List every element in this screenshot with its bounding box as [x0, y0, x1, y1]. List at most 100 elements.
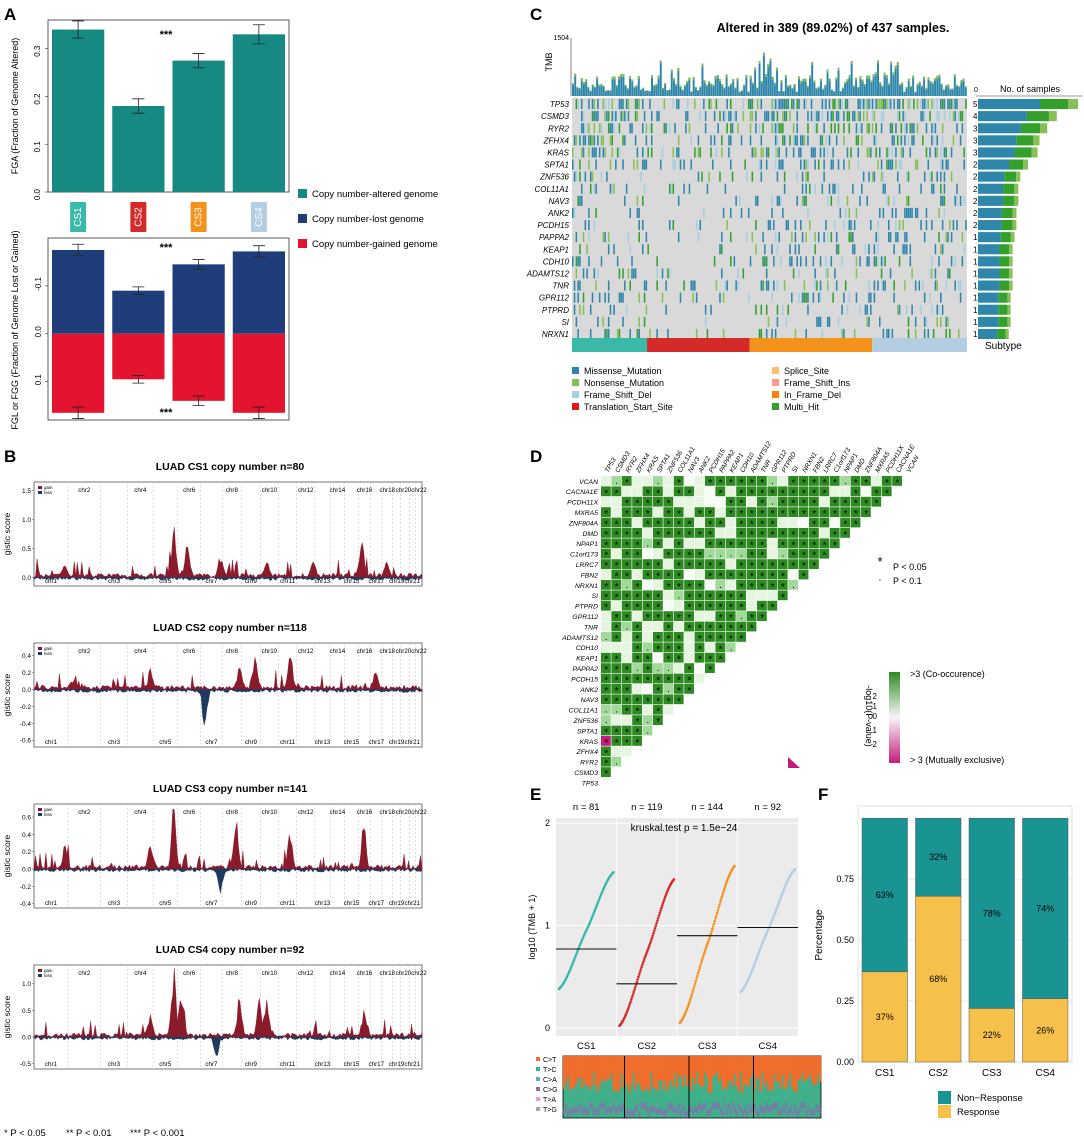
- c-matrix-cell: [600, 256, 603, 267]
- c-matrix-cell: [634, 135, 637, 146]
- c-tmb-bar: [890, 61, 893, 96]
- c-tmb-bar-nonsense: [958, 86, 961, 88]
- d-cell-sig: *: [635, 707, 639, 718]
- d-cell: [601, 767, 611, 777]
- b-chr-bottom: chr9: [245, 900, 258, 907]
- c-tmb-bar-nonsense: [778, 90, 781, 92]
- c-matrix-cell: [929, 147, 931, 158]
- b-chr-bottom: chr1: [45, 739, 58, 746]
- d-cell-sig: *: [791, 530, 795, 541]
- c-matrix-cell: [875, 99, 877, 110]
- c-matrix-cell: [589, 135, 592, 146]
- c-side-bar-other-CSMD3: [1048, 111, 1057, 122]
- c-matrix-cell: [572, 256, 574, 267]
- c-matrix-cell: [816, 316, 818, 327]
- d-row-PTPRD: PTPRD: [575, 604, 598, 611]
- d-cell-sig: *: [615, 665, 619, 676]
- c-matrix-cell: [672, 99, 675, 110]
- c-matrix-cell: [692, 280, 694, 291]
- f-bar-response-CS4: [1022, 998, 1069, 1063]
- e-spectrum-cg: [761, 1107, 764, 1114]
- a-top-sig: ***: [160, 29, 174, 41]
- e-spectrum-cg: [753, 1103, 756, 1110]
- c-matrix-cell: [771, 195, 773, 206]
- c-matrix-cell: [773, 111, 775, 122]
- c-matrix-cell: [629, 244, 631, 255]
- e-point-CS3: [696, 971, 700, 975]
- d-cell-sig: *: [771, 582, 775, 593]
- e-point-CS2: [650, 936, 654, 940]
- c-matrix-cell: [584, 171, 587, 182]
- c-side-bar-multi-NAV3: [1003, 195, 1015, 206]
- c-matrix-cell: [817, 232, 820, 243]
- d-cell-sig: *: [833, 540, 837, 551]
- e-point-CS1: [575, 952, 578, 956]
- c-side-bar-other-ZNF536: [1016, 171, 1021, 182]
- d-cell-sig: *: [833, 478, 837, 489]
- c-matrix-cell: [956, 183, 958, 194]
- e-spectrum-ct: [727, 1056, 731, 1082]
- d-cell: [601, 507, 611, 517]
- panel-label-d: D: [530, 447, 542, 466]
- c-matrix-cell: [629, 280, 631, 291]
- c-side-bar-missense-NRXN1: [978, 328, 998, 339]
- c-legend-swatch-Splice_Site: [772, 367, 779, 374]
- b-gain-area-1: [33, 526, 423, 578]
- d-cell: [621, 611, 632, 621]
- c-matrix-cell: [783, 280, 786, 291]
- c-matrix-cell: [826, 195, 829, 206]
- b-legend-loss: loss: [44, 973, 53, 978]
- d-cell: [705, 611, 715, 621]
- e-spectrum-ct: [725, 1056, 729, 1090]
- c-matrix-cell: [850, 147, 852, 158]
- e-point-CS3: [693, 982, 697, 986]
- c-matrix-cell: [830, 256, 833, 267]
- d-cell-sig: *: [625, 738, 629, 749]
- e-point-CS2: [658, 911, 662, 915]
- d-cell-sig: *: [739, 540, 743, 551]
- c-matrix-cell: [602, 147, 605, 158]
- d-cell-sig: *: [719, 644, 723, 655]
- d-cell: [663, 507, 674, 517]
- f-label-response-CS4: 26%: [1036, 1025, 1054, 1035]
- c-matrix-cell: [575, 316, 578, 327]
- d-cell: [840, 496, 850, 507]
- b-ytick: 0.0: [22, 867, 31, 874]
- c-tmb-bar-nonsense: [795, 91, 798, 93]
- b-chr-bottom: chr15: [344, 900, 360, 907]
- a-legend-gained: Copy number-gained genome: [312, 239, 438, 250]
- c-matrix-cell: [704, 316, 707, 327]
- e-spectrum-ct: [602, 1056, 605, 1079]
- d-cell-sig: *: [750, 530, 754, 541]
- c-tmb-bar: [657, 75, 660, 96]
- c-matrix-cell: [760, 304, 763, 315]
- e-spectrum-cg: [773, 1102, 776, 1109]
- d-colorbar-tick-4: 1: [873, 726, 878, 735]
- e-spectrum-ct: [680, 1056, 683, 1078]
- d-cell-sig: *: [635, 738, 639, 749]
- d-cell: [621, 548, 632, 559]
- c-tmb-bar-nonsense: [670, 69, 673, 73]
- d-cell-sig: *: [656, 488, 660, 499]
- c-matrix-cell: [677, 232, 680, 243]
- d-cell: [725, 559, 736, 569]
- c-matrix-cell: [925, 207, 928, 218]
- c-matrix-cell: [735, 195, 737, 206]
- e-spectrum-ct: [755, 1056, 758, 1078]
- d-cell-sig: *: [802, 478, 806, 489]
- d-cell: [621, 486, 632, 497]
- c-matrix-cell: [801, 195, 804, 206]
- e-spectrum-ct: [634, 1056, 637, 1090]
- f-label-response-CS1: 37%: [876, 1012, 894, 1022]
- c-tmb-bar-nonsense: [914, 91, 917, 93]
- c-tmb-bar-nonsense: [909, 86, 912, 88]
- c-matrix-cell: [597, 111, 599, 122]
- e-point-CS4: [776, 904, 779, 908]
- c-matrix-cell: [963, 244, 965, 255]
- d-row-PCDH11X: PCDH11X: [567, 500, 598, 507]
- c-tmb-bar-nonsense: [723, 87, 726, 89]
- e-spectrum-ct: [763, 1056, 766, 1087]
- c-matrix-cell: [789, 256, 791, 267]
- e-spectrum-ct: [771, 1056, 774, 1092]
- e-n-label: n = 119: [631, 802, 662, 813]
